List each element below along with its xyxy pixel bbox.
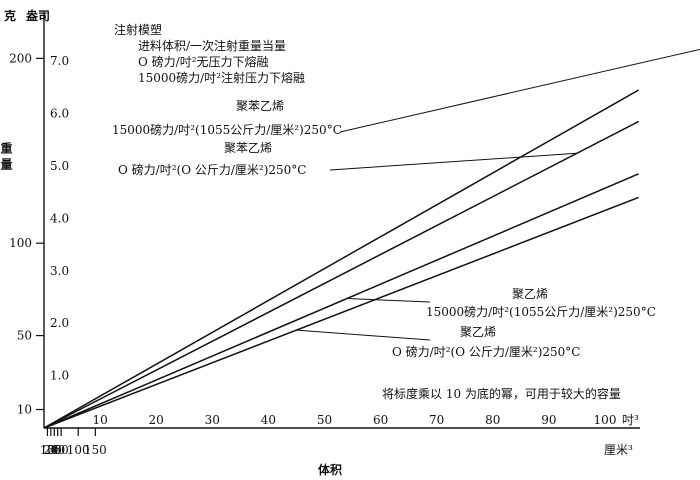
- series-line-3: [43, 173, 639, 429]
- chart-title: 注射模塑: [114, 22, 162, 37]
- y-left-tick-label: 50: [17, 329, 32, 343]
- subtitle-line-3: 15000磅力/吋²注射压力下熔融: [138, 70, 305, 85]
- y-oz-tick-label: 5.0: [50, 159, 69, 173]
- x-bottom-tick-label: 150: [84, 443, 107, 457]
- y-left-tick-label: 200: [9, 51, 32, 65]
- y-oz-tick-label: 3.0: [50, 264, 69, 278]
- x-bottom-tick-label: 10: [40, 443, 55, 457]
- annotation-leader: [329, 152, 577, 171]
- x-top-tick-label: 60: [373, 413, 388, 427]
- annotation-condition: O 磅力/吋²(O 公斤力/厘米²)250°C: [392, 344, 580, 359]
- series-line-2: [43, 120, 640, 429]
- annotation-material: 聚苯乙烯: [224, 141, 272, 155]
- annotation-leader: [346, 298, 431, 303]
- x-top-tick-label: 40: [261, 413, 276, 427]
- x-bottom-tick-label: 100: [67, 443, 90, 457]
- annotation-material: 聚乙烯: [460, 325, 496, 339]
- x-top-tick-label: 100: [594, 413, 617, 427]
- x-top-tick-label: 20: [149, 413, 164, 427]
- annotation-condition: 15000磅力/吋²(1055公斤力/厘米²)250°C: [112, 122, 342, 137]
- x-top-tick-label: 90: [541, 413, 556, 427]
- x-unit-bottom: 厘米³: [604, 443, 633, 457]
- annotation-leader: [296, 329, 431, 341]
- annotation-material: 聚乙烯: [512, 287, 548, 301]
- x-top-tick-label: 70: [429, 413, 444, 427]
- x-bottom-tick-label: 20: [43, 443, 58, 457]
- y-oz-tick-label: 4.0: [50, 211, 69, 225]
- y-oz-tick-label: 2.0: [50, 316, 69, 330]
- y-oz-tick-label: 6.0: [50, 107, 69, 121]
- x-top-tick-label: 10: [92, 413, 107, 427]
- subtitle-line-2: O 磅力/吋²无压力下熔融: [138, 54, 269, 69]
- y-oz-tick-label: 7.0: [50, 54, 69, 68]
- x-top-tick-label: 80: [485, 413, 500, 427]
- x-axis-label: 体积: [318, 462, 342, 477]
- y-left-tick-label: 10: [17, 403, 32, 417]
- note-text: 将标度乘以 10 为底的幂，可用于较大的容量: [382, 386, 621, 401]
- series-line-1: [43, 89, 640, 429]
- subtitle-line-1: 进料体积/一次注射重量当量: [138, 38, 286, 53]
- y-unit-right: 盎司: [26, 8, 50, 23]
- y-axis-label: 重量: [0, 141, 13, 174]
- x-unit-top: 吋³: [622, 413, 639, 427]
- y-unit-left: 克: [4, 8, 16, 23]
- x-top-tick-label: 30: [205, 413, 220, 427]
- y-oz-tick-label: 1.0: [50, 369, 69, 383]
- annotation-condition: O 磅力/吋²(O 公斤力/厘米²)250°C: [118, 162, 306, 177]
- x-bottom-tick-label: 50: [53, 443, 68, 457]
- annotation-leader: [339, 48, 700, 133]
- annotation-material: 聚苯乙烯: [236, 99, 284, 113]
- x-bottom-tick-label: 40: [50, 443, 65, 457]
- annotation-condition: 15000磅力/吋²(1055公斤力/厘米²)250°C: [426, 304, 656, 319]
- series-line-4: [43, 196, 639, 429]
- x-bottom-tick-label: 30: [47, 443, 62, 457]
- y-left-tick-label: 100: [9, 236, 32, 250]
- x-top-tick-label: 50: [317, 413, 332, 427]
